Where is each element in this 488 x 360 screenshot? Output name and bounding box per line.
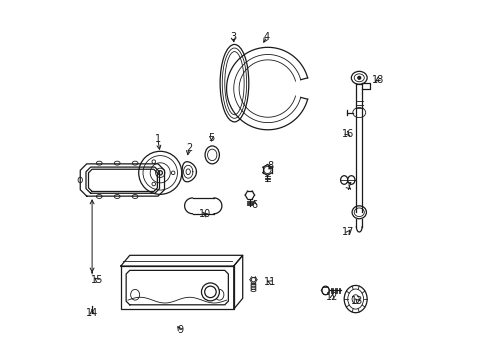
Text: 6: 6 bbox=[251, 200, 257, 210]
Ellipse shape bbox=[132, 161, 138, 165]
Ellipse shape bbox=[224, 51, 244, 115]
Text: 13: 13 bbox=[350, 296, 363, 306]
Text: 16: 16 bbox=[341, 129, 353, 139]
Ellipse shape bbox=[347, 289, 363, 309]
Ellipse shape bbox=[250, 286, 255, 288]
Ellipse shape bbox=[171, 171, 175, 175]
Ellipse shape bbox=[142, 156, 177, 190]
Ellipse shape bbox=[207, 149, 217, 161]
Ellipse shape bbox=[264, 166, 270, 174]
Ellipse shape bbox=[130, 289, 139, 300]
Ellipse shape bbox=[347, 176, 354, 184]
Ellipse shape bbox=[251, 278, 255, 282]
Ellipse shape bbox=[152, 160, 155, 163]
Ellipse shape bbox=[78, 177, 82, 183]
Ellipse shape bbox=[351, 206, 366, 219]
Ellipse shape bbox=[158, 171, 162, 175]
Ellipse shape bbox=[340, 176, 347, 184]
Text: 1: 1 bbox=[154, 134, 161, 144]
Ellipse shape bbox=[357, 76, 360, 79]
Ellipse shape bbox=[114, 161, 120, 165]
Text: 17: 17 bbox=[342, 227, 354, 237]
Text: 11: 11 bbox=[264, 277, 276, 287]
Ellipse shape bbox=[152, 182, 155, 186]
Ellipse shape bbox=[96, 194, 102, 198]
Text: 12: 12 bbox=[325, 292, 338, 302]
Ellipse shape bbox=[353, 208, 364, 217]
Text: 10: 10 bbox=[199, 209, 211, 219]
Ellipse shape bbox=[250, 288, 255, 290]
Ellipse shape bbox=[250, 289, 255, 292]
Text: 15: 15 bbox=[91, 275, 103, 285]
Ellipse shape bbox=[204, 146, 219, 164]
Text: 7: 7 bbox=[345, 182, 351, 192]
Ellipse shape bbox=[139, 151, 182, 194]
Ellipse shape bbox=[222, 48, 246, 118]
Ellipse shape bbox=[351, 295, 359, 303]
Ellipse shape bbox=[214, 289, 224, 300]
Ellipse shape bbox=[185, 169, 190, 175]
Text: 5: 5 bbox=[208, 133, 214, 143]
Ellipse shape bbox=[155, 168, 164, 177]
Text: 2: 2 bbox=[185, 143, 192, 153]
Ellipse shape bbox=[250, 284, 255, 287]
Ellipse shape bbox=[250, 283, 255, 285]
Ellipse shape bbox=[114, 194, 120, 198]
Ellipse shape bbox=[150, 163, 170, 183]
Ellipse shape bbox=[162, 177, 166, 183]
Ellipse shape bbox=[96, 161, 102, 165]
Ellipse shape bbox=[321, 286, 328, 295]
Ellipse shape bbox=[353, 74, 364, 82]
Text: 18: 18 bbox=[371, 75, 383, 85]
Ellipse shape bbox=[351, 71, 366, 84]
Ellipse shape bbox=[132, 194, 138, 198]
Text: 4: 4 bbox=[264, 32, 269, 41]
Text: 9: 9 bbox=[177, 325, 183, 335]
Text: 3: 3 bbox=[229, 32, 236, 41]
Ellipse shape bbox=[220, 44, 248, 122]
Ellipse shape bbox=[344, 285, 366, 313]
Text: 8: 8 bbox=[267, 161, 273, 171]
Text: 14: 14 bbox=[86, 308, 98, 318]
Ellipse shape bbox=[201, 283, 219, 301]
Ellipse shape bbox=[204, 286, 216, 298]
Ellipse shape bbox=[352, 108, 365, 118]
